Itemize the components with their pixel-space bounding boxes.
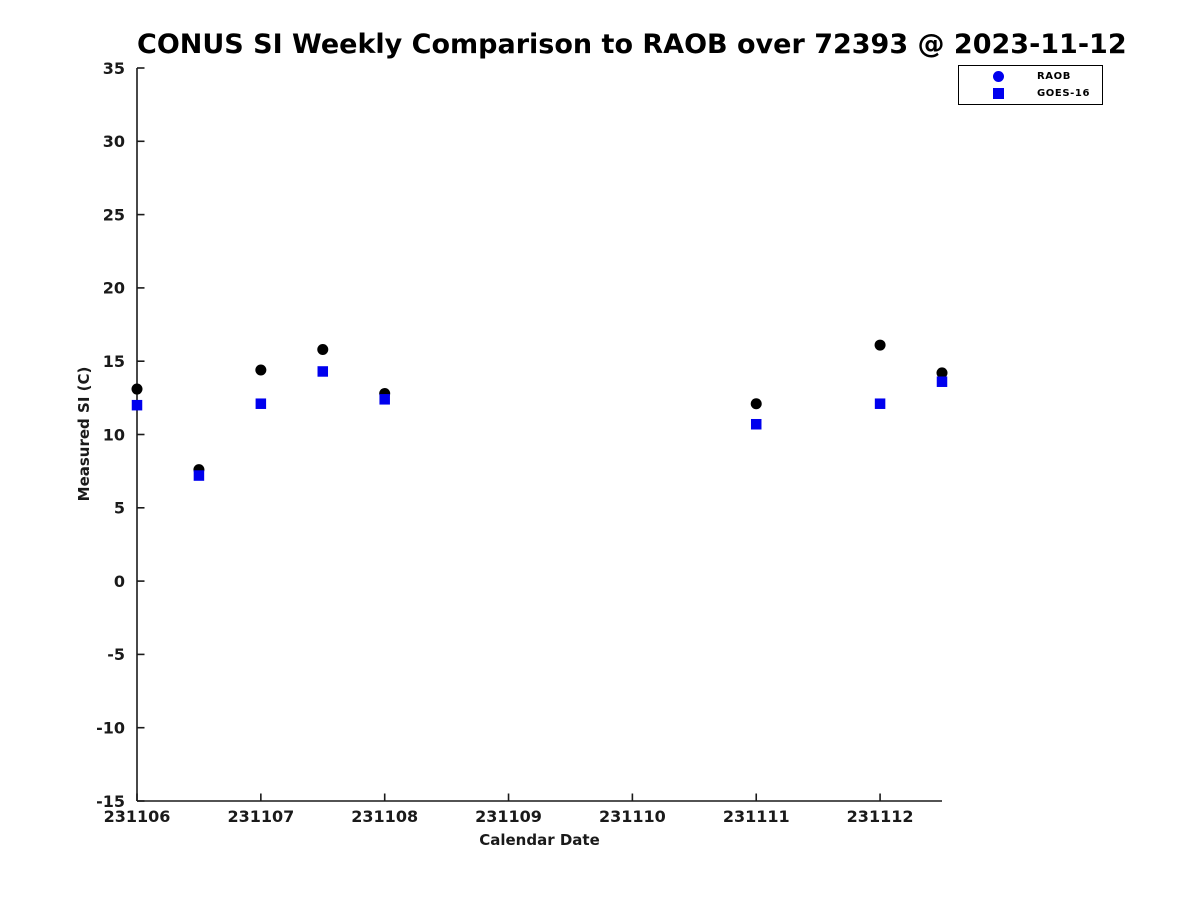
y-tick-label: -5 — [107, 645, 125, 664]
x-tick-label: 231112 — [847, 807, 914, 826]
goes16-marker — [131, 399, 143, 411]
y-tick-label: 20 — [103, 279, 125, 298]
raob-circle-marker-icon — [993, 71, 1004, 82]
x-tick-label: 231108 — [351, 807, 418, 826]
y-tick-label: 10 — [103, 425, 125, 444]
x-tick-label: 231110 — [599, 807, 666, 826]
legend-label-raob: RAOB — [1037, 71, 1071, 82]
goes16-square-marker-icon — [993, 88, 1004, 99]
y-tick-label: 5 — [114, 499, 125, 518]
goes16-marker — [193, 470, 205, 481]
legend-entry-raob: RAOB — [959, 70, 1102, 83]
raob-marker — [874, 339, 886, 351]
legend: RAOB GOES-16 — [958, 65, 1103, 105]
y-tick-label: -15 — [96, 792, 125, 811]
goes16-marker — [255, 398, 267, 409]
y-tick-label: 30 — [103, 132, 125, 151]
x-tick-label: 231107 — [227, 807, 294, 826]
raob-marker — [255, 364, 267, 376]
y-tick-label: 15 — [103, 352, 125, 371]
x-tick-label: 231106 — [104, 807, 171, 826]
raob-marker — [750, 398, 762, 410]
legend-entry-goes16: GOES-16 — [959, 87, 1102, 100]
x-axis-label: Calendar Date — [479, 831, 600, 849]
y-tick-label: -10 — [96, 719, 125, 738]
raob-marker — [317, 343, 329, 355]
raob-marker — [936, 367, 948, 379]
goes16-marker — [750, 418, 762, 430]
goes16-marker — [874, 398, 886, 409]
legend-label-goes16: GOES-16 — [1037, 88, 1091, 99]
x-tick-label: 231109 — [475, 807, 542, 826]
goes16-marker — [936, 376, 948, 387]
raob-marker — [131, 383, 143, 395]
y-tick-label: 35 — [103, 59, 125, 78]
goes16-marker — [379, 394, 390, 405]
y-tick-label: 25 — [103, 205, 125, 224]
y-tick-label: 0 — [114, 572, 125, 591]
goes16-marker — [317, 366, 329, 377]
x-tick-label: 231111 — [723, 807, 790, 826]
